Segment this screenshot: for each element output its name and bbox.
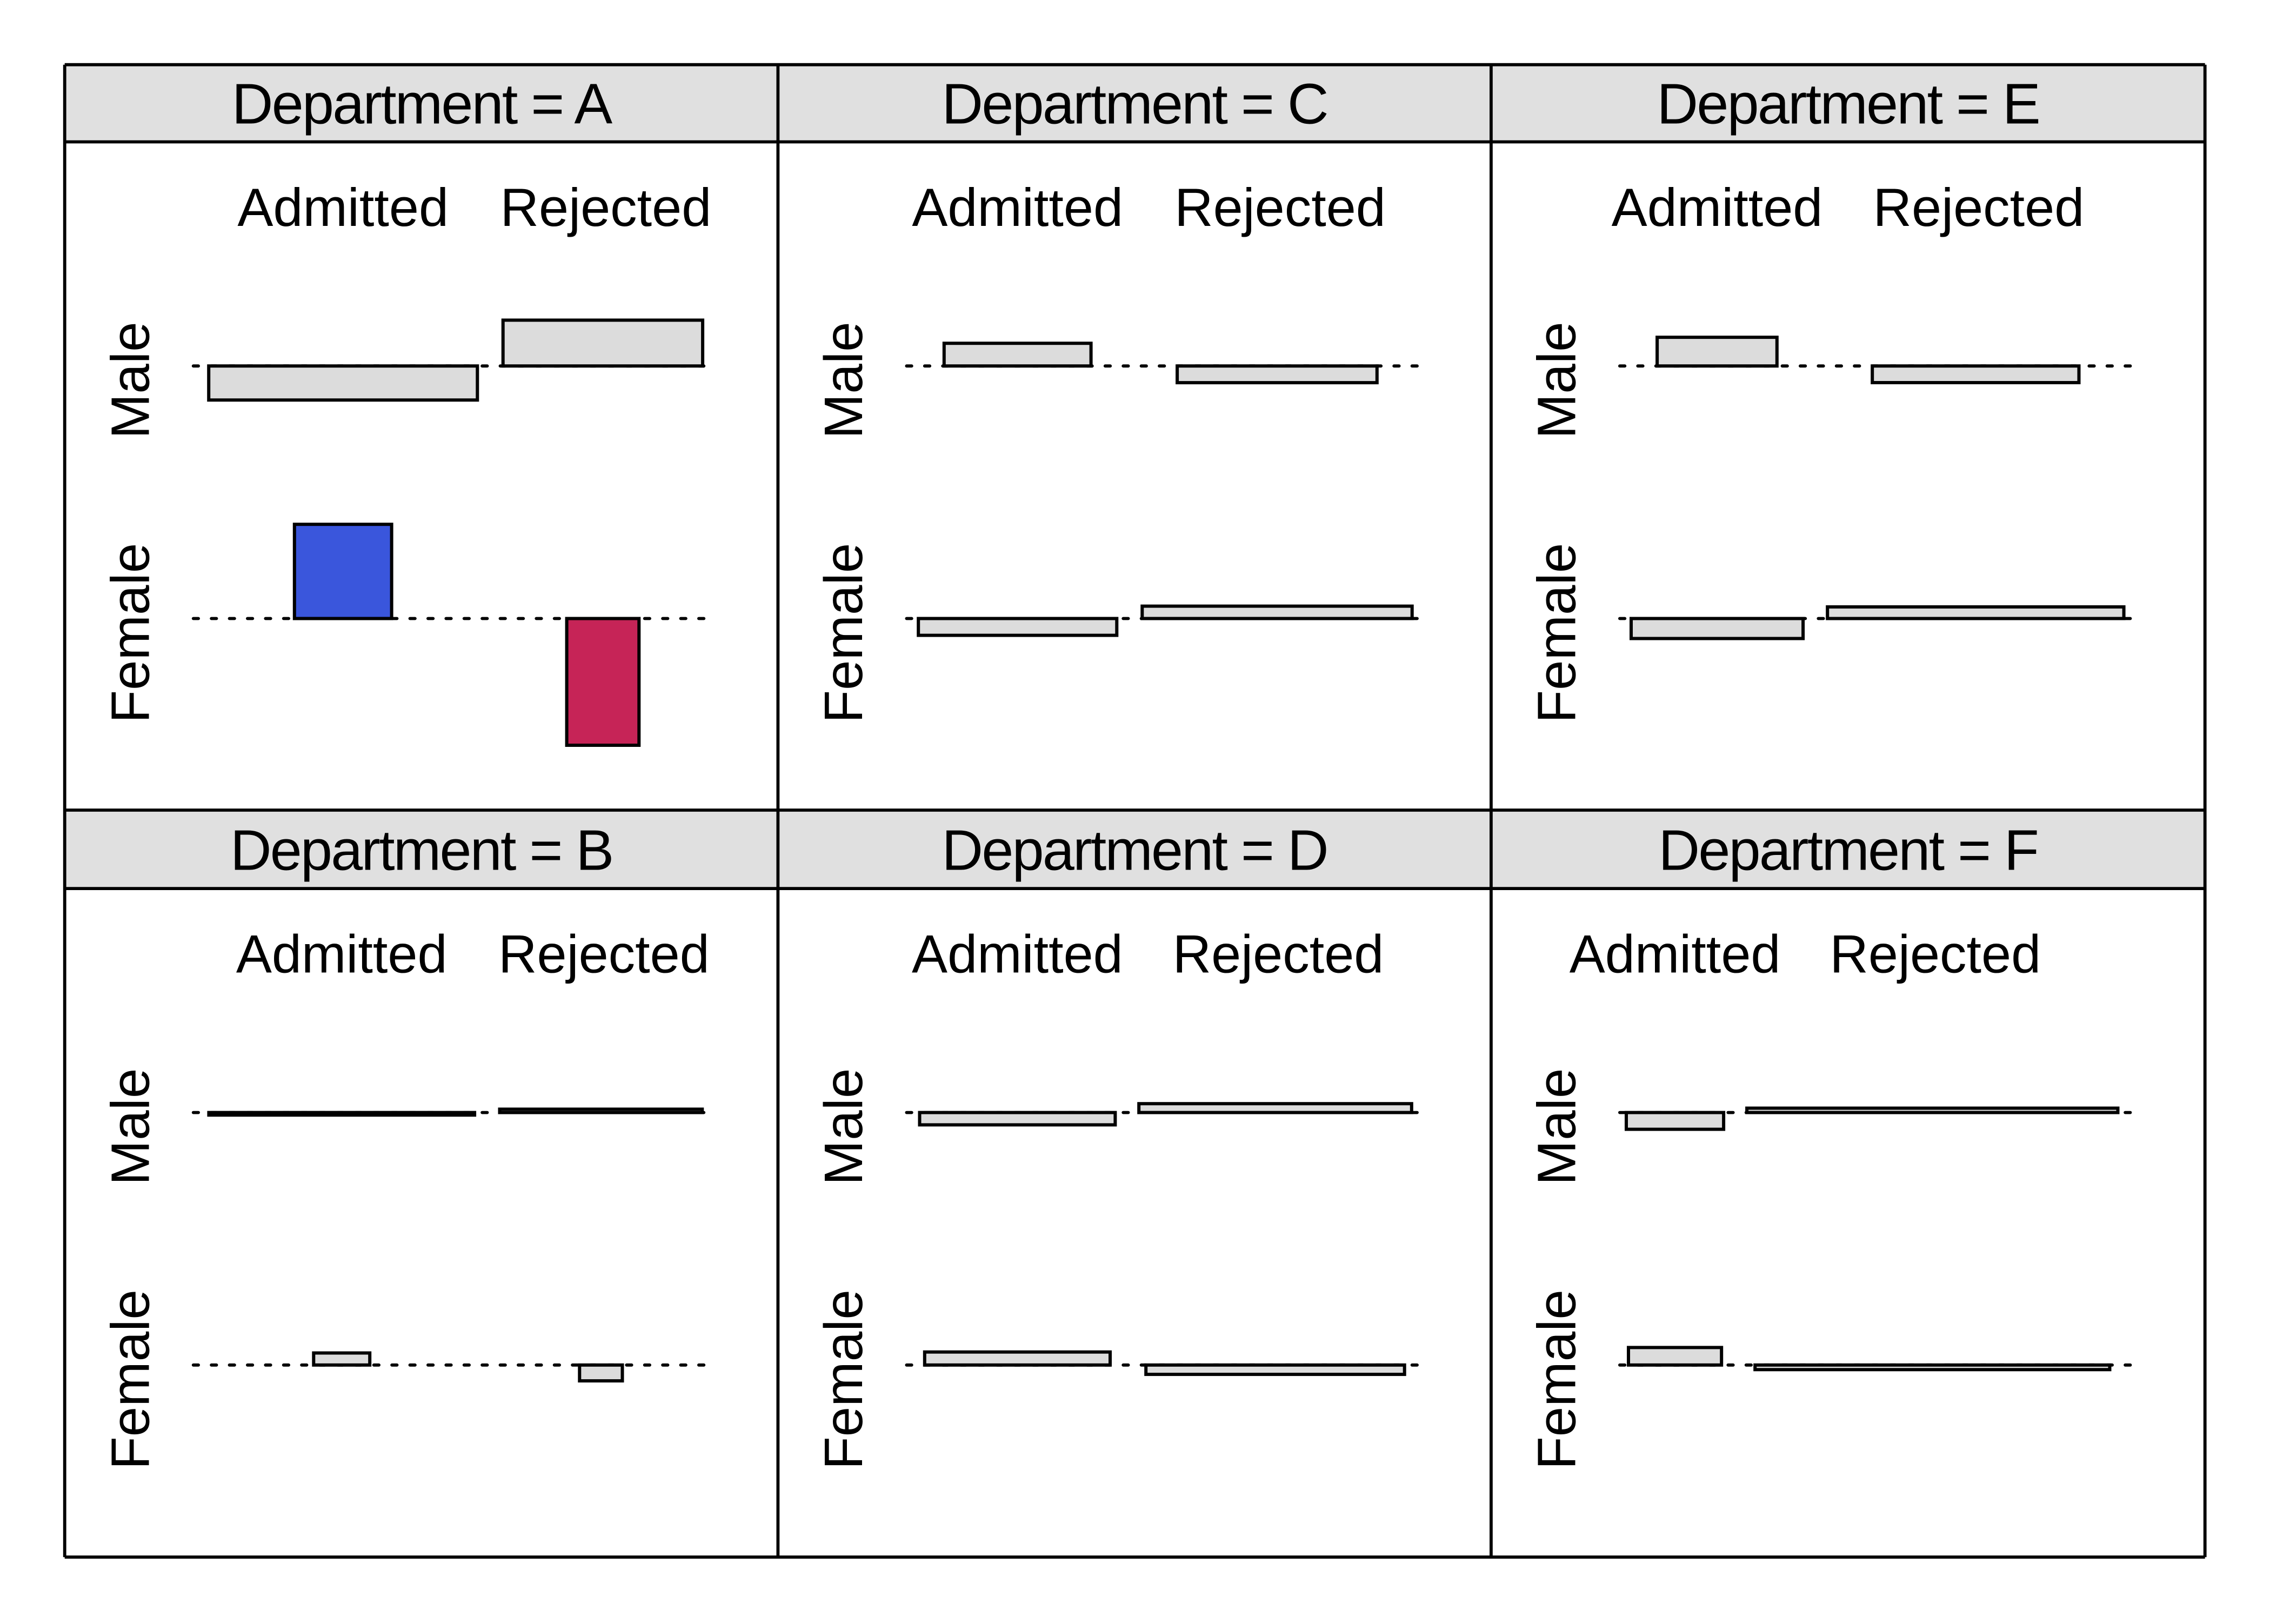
svg-text:Admitted: Admitted: [1570, 924, 1781, 984]
svg-text:Department = B: Department = B: [230, 819, 613, 883]
svg-text:Male: Male: [813, 322, 874, 439]
svg-text:Department = D: Department = D: [942, 819, 1327, 883]
svg-text:Department = E: Department = E: [1657, 72, 2040, 136]
svg-text:Rejected: Rejected: [500, 177, 712, 237]
svg-text:Female: Female: [1527, 1289, 1587, 1469]
svg-text:Female: Female: [813, 1289, 874, 1469]
svg-text:Male: Male: [813, 1068, 874, 1186]
svg-text:Female: Female: [101, 543, 161, 723]
svg-text:Female: Female: [101, 1289, 161, 1469]
svg-text:Admitted: Admitted: [236, 924, 448, 984]
svg-text:Female: Female: [1527, 543, 1587, 723]
svg-text:Rejected: Rejected: [498, 924, 710, 984]
svg-text:Department = F: Department = F: [1659, 819, 2038, 883]
svg-text:Male: Male: [101, 1068, 161, 1186]
svg-text:Admitted: Admitted: [237, 177, 449, 237]
svg-text:Department = A: Department = A: [232, 72, 613, 136]
svg-text:Rejected: Rejected: [1830, 924, 2041, 984]
svg-text:Rejected: Rejected: [1174, 177, 1386, 237]
svg-text:Rejected: Rejected: [1873, 177, 2085, 237]
svg-text:Female: Female: [813, 543, 874, 723]
svg-text:Admitted: Admitted: [912, 924, 1123, 984]
svg-text:Department = C: Department = C: [942, 72, 1327, 136]
svg-text:Rejected: Rejected: [1173, 924, 1384, 984]
svg-text:Male: Male: [1527, 1068, 1587, 1186]
svg-text:Male: Male: [1527, 322, 1587, 439]
svg-text:Admitted: Admitted: [1612, 177, 1823, 237]
svg-text:Admitted: Admitted: [912, 177, 1123, 237]
svg-text:Male: Male: [101, 322, 161, 439]
